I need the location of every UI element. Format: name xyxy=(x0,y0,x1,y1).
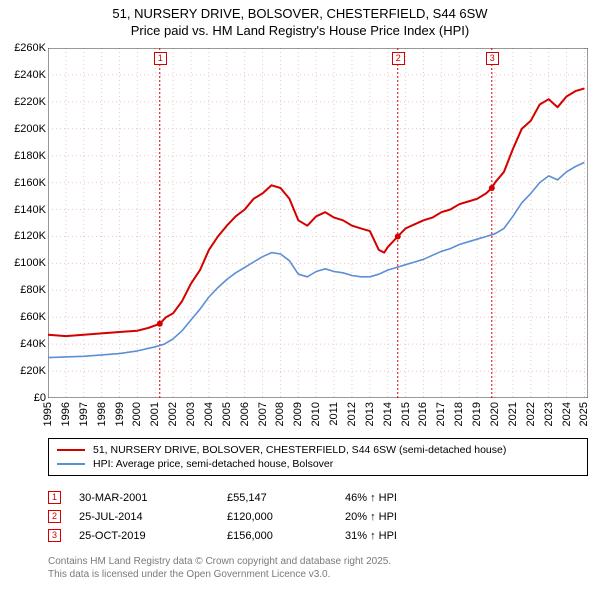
chart-sale-marker: 3 xyxy=(486,52,499,65)
footer: Contains HM Land Registry data © Crown c… xyxy=(48,556,391,581)
x-tick-label: 2024 xyxy=(561,402,573,426)
y-tick-label: £60K xyxy=(20,311,46,323)
legend: 51, NURSERY DRIVE, BOLSOVER, CHESTERFIEL… xyxy=(48,438,588,476)
y-tick-label: £200K xyxy=(14,123,46,135)
x-tick-label: 2011 xyxy=(328,402,340,426)
x-tick-label: 2003 xyxy=(185,402,197,426)
x-tick-label: 2009 xyxy=(292,402,304,426)
chart-area xyxy=(48,48,588,398)
x-tick-label: 2022 xyxy=(525,402,537,426)
x-tick-label: 2020 xyxy=(489,402,501,426)
x-tick-label: 2006 xyxy=(239,402,251,426)
y-tick-label: £180K xyxy=(14,150,46,162)
x-tick-label: 2023 xyxy=(543,402,555,426)
x-tick-label: 2002 xyxy=(167,402,179,426)
x-tick-label: 2004 xyxy=(203,402,215,426)
title-line1: 51, NURSERY DRIVE, BOLSOVER, CHESTERFIEL… xyxy=(0,6,600,23)
x-tick-label: 2025 xyxy=(578,402,590,426)
chart-sale-marker: 2 xyxy=(392,52,405,65)
y-tick-label: £100K xyxy=(14,257,46,269)
x-tick-label: 1999 xyxy=(114,402,126,426)
sales-table: 1 30-MAR-2001 £55,147 46% ↑ HPI 2 25-JUL… xyxy=(48,488,588,545)
x-tick-label: 2010 xyxy=(310,402,322,426)
legend-label-0: 51, NURSERY DRIVE, BOLSOVER, CHESTERFIEL… xyxy=(93,444,506,456)
sale-pct-1: 20% ↑ HPI xyxy=(345,511,465,523)
x-tick-label: 1995 xyxy=(42,402,54,426)
x-tick-label: 2013 xyxy=(364,402,376,426)
sale-price-0: £55,147 xyxy=(227,492,327,504)
x-tick-label: 1998 xyxy=(96,402,108,426)
x-tick-label: 2007 xyxy=(257,402,269,426)
x-tick-label: 2016 xyxy=(417,402,429,426)
y-tick-label: £40K xyxy=(20,338,46,350)
footer-line2: This data is licensed under the Open Gov… xyxy=(48,569,391,582)
x-tick-label: 2015 xyxy=(400,402,412,426)
legend-swatch-1 xyxy=(57,463,85,465)
sale-date-2: 25-OCT-2019 xyxy=(79,530,209,542)
x-tick-label: 1996 xyxy=(60,402,72,426)
y-tick-label: £120K xyxy=(14,230,46,242)
sale-pct-0: 46% ↑ HPI xyxy=(345,492,465,504)
y-tick-label: £160K xyxy=(14,177,46,189)
x-tick-label: 2014 xyxy=(382,402,394,426)
sale-date-0: 30-MAR-2001 xyxy=(79,492,209,504)
sale-row-2: 3 25-OCT-2019 £156,000 31% ↑ HPI xyxy=(48,526,588,545)
sale-row-1: 2 25-JUL-2014 £120,000 20% ↑ HPI xyxy=(48,507,588,526)
x-tick-label: 2018 xyxy=(453,402,465,426)
sale-row-0: 1 30-MAR-2001 £55,147 46% ↑ HPI xyxy=(48,488,588,507)
x-tick-label: 2000 xyxy=(131,402,143,426)
y-tick-label: £260K xyxy=(14,42,46,54)
sale-pct-2: 31% ↑ HPI xyxy=(345,530,465,542)
x-tick-label: 2017 xyxy=(435,402,447,426)
x-tick-label: 2005 xyxy=(221,402,233,426)
y-tick-label: £240K xyxy=(14,69,46,81)
chart-sale-marker: 1 xyxy=(154,52,167,65)
x-tick-label: 2021 xyxy=(507,402,519,426)
y-tick-label: £140K xyxy=(14,204,46,216)
legend-row-1: HPI: Average price, semi-detached house,… xyxy=(57,457,579,471)
x-tick-label: 2012 xyxy=(346,402,358,426)
x-tick-label: 1997 xyxy=(78,402,90,426)
x-tick-label: 2001 xyxy=(149,402,161,426)
legend-row-0: 51, NURSERY DRIVE, BOLSOVER, CHESTERFIEL… xyxy=(57,443,579,457)
chart-container: 51, NURSERY DRIVE, BOLSOVER, CHESTERFIEL… xyxy=(0,0,600,590)
y-tick-label: £220K xyxy=(14,96,46,108)
sale-date-1: 25-JUL-2014 xyxy=(79,511,209,523)
y-tick-label: £80K xyxy=(20,284,46,296)
footer-line1: Contains HM Land Registry data © Crown c… xyxy=(48,556,391,569)
y-tick-label: £20K xyxy=(20,365,46,377)
legend-swatch-0 xyxy=(57,449,85,451)
x-tick-label: 2008 xyxy=(274,402,286,426)
sale-marker-0: 1 xyxy=(48,491,61,504)
legend-label-1: HPI: Average price, semi-detached house,… xyxy=(93,458,333,470)
x-tick-label: 2019 xyxy=(471,402,483,426)
title-block: 51, NURSERY DRIVE, BOLSOVER, CHESTERFIEL… xyxy=(0,0,600,40)
sale-price-2: £156,000 xyxy=(227,530,327,542)
chart-svg xyxy=(48,48,588,398)
sale-marker-1: 2 xyxy=(48,510,61,523)
title-line2: Price paid vs. HM Land Registry's House … xyxy=(0,23,600,40)
sale-marker-2: 3 xyxy=(48,529,61,542)
sale-price-1: £120,000 xyxy=(227,511,327,523)
